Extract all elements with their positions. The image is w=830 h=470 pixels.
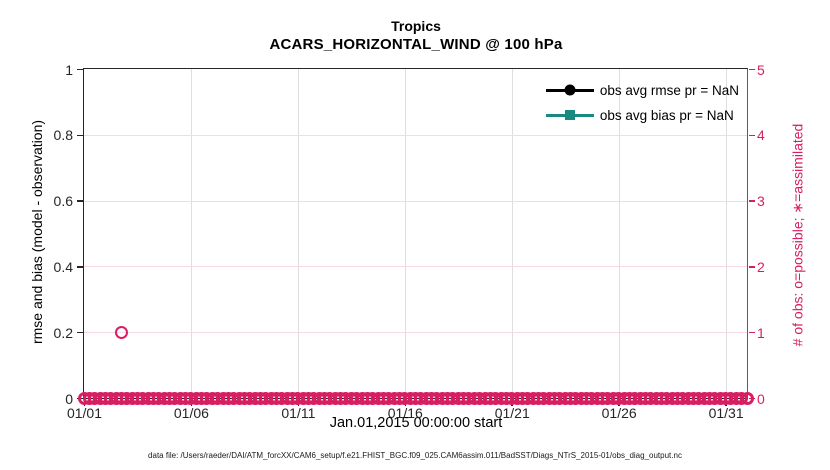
x-tick-label: 01/11 <box>281 405 316 421</box>
y-gridline <box>84 266 747 268</box>
bias-square-marker-icon <box>564 110 575 120</box>
x-gridline <box>618 69 620 398</box>
left-tick-mark <box>77 266 83 268</box>
x-gridline <box>511 69 513 398</box>
left-axis-label: rmse and bias (model - observation) <box>29 119 45 345</box>
right-tick-mark <box>749 200 755 202</box>
y-tick-label-left: 0.8 <box>53 127 73 144</box>
possible-obs-marker <box>740 391 754 405</box>
y-gridline <box>84 134 747 136</box>
y-tick-label-right: 0 <box>757 390 765 407</box>
y-tick-label-right: 4 <box>757 127 765 144</box>
y-tick-label-left: 1 <box>65 61 73 78</box>
y-tick-label-right: 1 <box>757 324 765 341</box>
x-tick-label: 01/26 <box>601 405 637 421</box>
rmse-circle-marker-icon <box>564 84 576 96</box>
x-gridline <box>190 69 192 398</box>
right-tick-mark <box>749 134 755 137</box>
legend-label-bias: obs avg bias pr = NaN <box>599 107 734 123</box>
y-tick-label-right: 3 <box>757 193 765 210</box>
y-tick-label-left: 0.2 <box>53 324 73 341</box>
legend-item-bias: obs avg bias pr = NaN <box>545 104 739 126</box>
plot-title: Tropics <box>391 18 441 34</box>
x-gridline <box>297 69 299 398</box>
plot-legend: obs avg rmse pr = NaN obs avg bias pr = … <box>545 79 739 126</box>
y-tick-label-right: 2 <box>757 258 765 275</box>
plot-subtitle: ACARS_HORIZONTAL_WIND @ 100 hPa <box>269 35 563 53</box>
data-file-caption: data file: /Users/raeder/DAI/ATM_forcXX/… <box>148 451 682 460</box>
right-tick-mark <box>749 266 755 268</box>
left-tick-mark <box>77 134 83 137</box>
right-tick-mark <box>749 68 755 71</box>
x-axis-label: Jan.01,2015 00:00:00 start <box>329 415 503 431</box>
x-tick-label: 01/16 <box>387 405 423 421</box>
possible-obs-marker <box>114 325 128 339</box>
right-axis-label: # of obs: o=possible; ∗=assimilated <box>789 123 806 347</box>
plot-area: obs avg rmse pr = NaN obs avg bias pr = … <box>77 68 754 405</box>
x-gridline <box>404 69 406 398</box>
y-tick-label-right: 5 <box>757 61 765 78</box>
y-gridline <box>84 200 747 202</box>
rmse-line-sample <box>545 83 594 97</box>
y-tick-label-left: 0.6 <box>53 193 73 210</box>
y-tick-label-left: 0.4 <box>53 258 73 275</box>
x-tick-label: 01/31 <box>708 405 744 421</box>
left-tick-mark <box>77 331 83 334</box>
bias-line-sample <box>545 108 594 122</box>
legend-item-rmse: obs avg rmse pr = NaN <box>545 79 739 101</box>
legend-label-rmse: obs avg rmse pr = NaN <box>599 82 739 98</box>
right-tick-mark <box>749 331 755 334</box>
left-tick-mark <box>77 200 83 202</box>
y-gridline <box>84 332 747 334</box>
x-tick-label: 01/01 <box>66 405 103 421</box>
x-tick-label: 01/06 <box>173 405 209 421</box>
x-tick-label: 01/21 <box>494 405 530 421</box>
left-tick-mark <box>77 68 83 71</box>
x-gridline <box>725 69 727 398</box>
title-block: Tropics ACARS_HORIZONTAL_WIND @ 100 hPa <box>83 18 749 54</box>
y-tick-label-left: 0 <box>65 390 73 407</box>
